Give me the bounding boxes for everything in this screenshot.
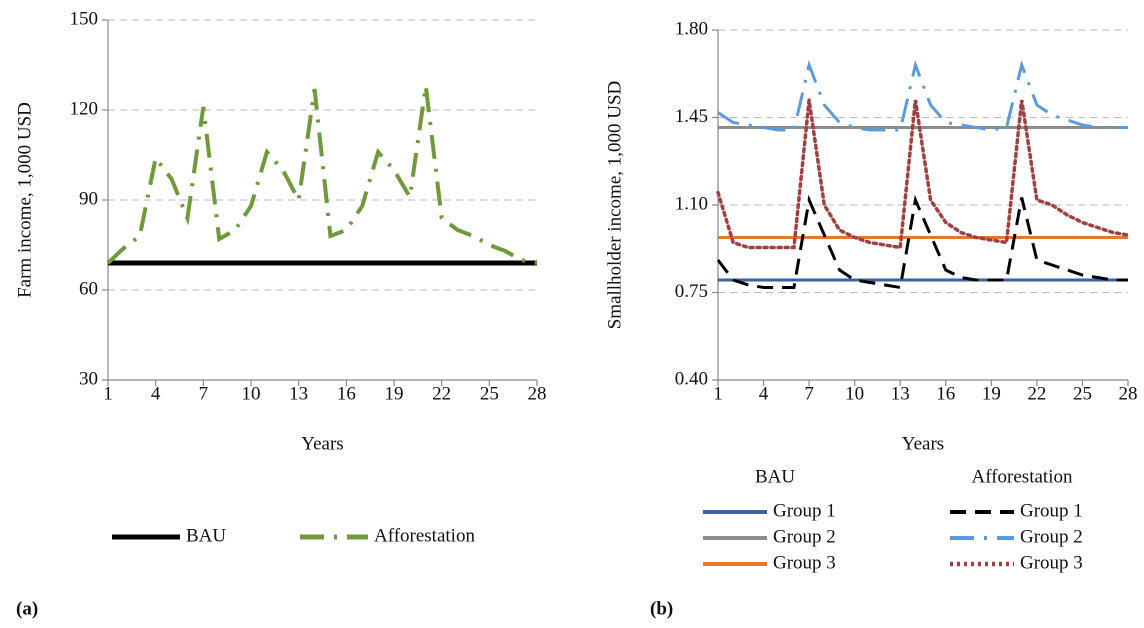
x-tick-label: 22 (432, 383, 451, 404)
x-tick-label: 1 (713, 383, 723, 404)
legend-group-title: BAU (755, 466, 795, 487)
x-tick-label: 28 (1119, 383, 1138, 404)
x-tick-label: 4 (759, 383, 769, 404)
x-tick-label: 10 (845, 383, 864, 404)
x-tick-label: 19 (982, 383, 1001, 404)
y-tick-label: 1.10 (675, 193, 708, 214)
y-axis-label: Farm income, 1,000 USD (14, 102, 35, 298)
y-tick-label: 0.75 (675, 281, 708, 302)
y-tick-label: 150 (70, 8, 99, 29)
panel-label: (b) (650, 598, 673, 619)
y-axis-label: Smallholder income, 1,000 USD (604, 81, 625, 330)
x-tick-label: 10 (242, 383, 261, 404)
legend-group-title: Afforestation (972, 466, 1073, 487)
y-tick-label: 1.45 (675, 106, 708, 127)
x-tick-label: 22 (1027, 383, 1046, 404)
y-tick-label: 120 (70, 98, 99, 119)
y-tick-label: 90 (79, 188, 98, 209)
x-tick-label: 28 (528, 383, 547, 404)
series-line (716, 194, 1128, 290)
series-line (717, 59, 1128, 132)
x-tick-label: 16 (337, 383, 356, 404)
x-tick-label: 4 (151, 383, 161, 404)
y-tick-label: 60 (79, 278, 98, 299)
x-tick-label: 25 (480, 383, 499, 404)
x-tick-label: 19 (385, 383, 404, 404)
y-tick-label: 0.40 (675, 368, 708, 389)
legend-label: Group 3 (1020, 552, 1083, 573)
panel-label: (a) (16, 598, 38, 619)
legend-label: Group 2 (1020, 526, 1083, 547)
x-tick-label: 16 (936, 383, 955, 404)
legend-label: Group 1 (773, 500, 836, 521)
legend-label: Group 2 (773, 526, 836, 547)
legend-label: BAU (186, 525, 226, 546)
x-axis-label: Years (902, 433, 944, 454)
x-tick-label: 13 (891, 383, 910, 404)
x-tick-label: 1 (103, 383, 113, 404)
legend-label: Afforestation (374, 525, 475, 546)
x-tick-label: 13 (289, 383, 308, 404)
y-tick-label: 30 (79, 368, 98, 389)
legend-label: Group 3 (773, 552, 836, 573)
legend-label: Group 1 (1020, 500, 1083, 521)
series-line (106, 85, 538, 265)
series-line (716, 99, 1130, 250)
x-axis-label: Years (301, 433, 343, 454)
x-tick-label: 7 (804, 383, 814, 404)
x-tick-label: 25 (1073, 383, 1092, 404)
x-tick-label: 7 (199, 383, 209, 404)
y-tick-label: 1.80 (675, 18, 708, 39)
